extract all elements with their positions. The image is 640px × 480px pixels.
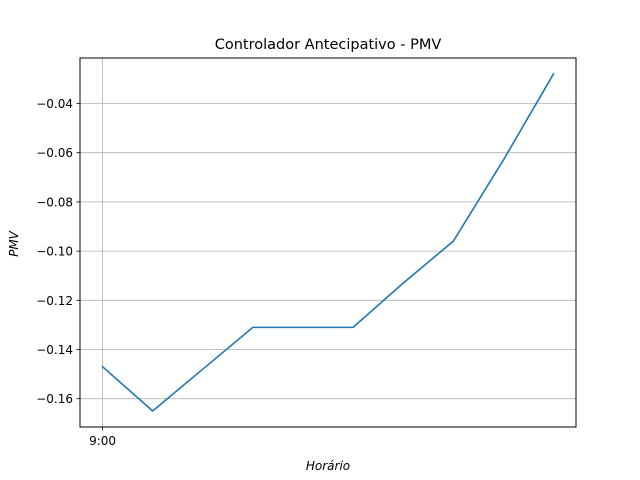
y-tick-label: −0.08 (36, 195, 73, 209)
y-tick-label: −0.06 (36, 146, 73, 160)
y-tick-label: −0.12 (36, 294, 73, 308)
plot-frame (79, 57, 577, 428)
pmv-series-line (101, 72, 555, 412)
series-layer (101, 72, 555, 412)
y-axis-title: PMV (7, 230, 21, 257)
x-axis: 9:00 (89, 427, 116, 448)
y-axis: −0.16 −0.14 −0.12 −0.10 −0.08 −0.06 −0.04 (36, 97, 80, 406)
y-tick-label: −0.14 (36, 343, 73, 357)
y-tick-label: −0.16 (36, 392, 73, 406)
y-tick-label: −0.10 (36, 245, 73, 259)
grid-lines (80, 58, 576, 427)
x-tick-label: 9:00 (89, 434, 116, 448)
chart-title: Controlador Antecipativo - PMV (215, 37, 442, 53)
y-tick-label: −0.04 (36, 97, 73, 111)
x-axis-title: Horário (306, 459, 350, 473)
